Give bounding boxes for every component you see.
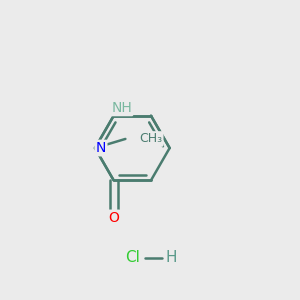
- Text: O: O: [108, 211, 119, 225]
- Text: NH: NH: [111, 101, 132, 115]
- Text: H: H: [166, 250, 177, 266]
- Text: Cl: Cl: [125, 250, 140, 266]
- Text: N: N: [96, 141, 106, 155]
- Text: CH₃: CH₃: [139, 132, 162, 146]
